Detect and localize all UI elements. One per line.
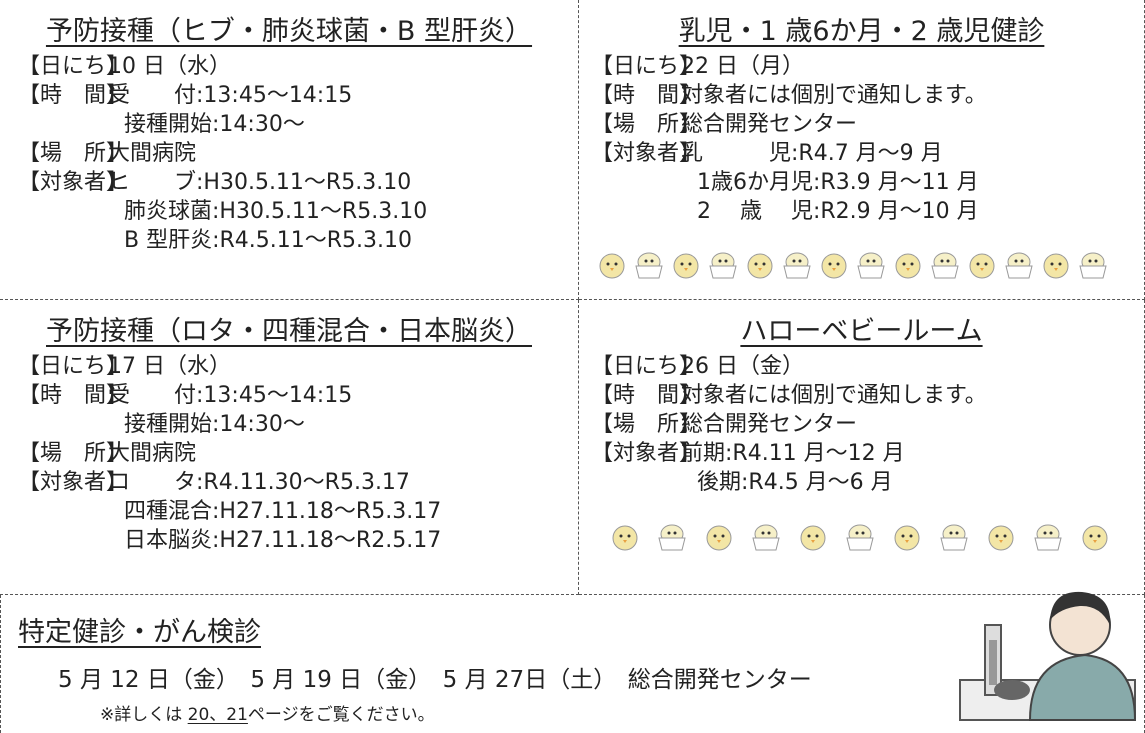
line-label: 【場 所】 [18,441,129,466]
info-line: 【場 所】 総合開発センター [591,410,1144,439]
line-label: 【対象者】 [18,470,129,495]
line-value: 後期:R4.5 月～6 月 [697,470,893,495]
line-value: 大間病院 [108,141,197,166]
section-lines: 【日にち】 26 日（金） 【時 間】 対象者には個別で通知します。 【場 所】 総合開発… [591,352,1144,497]
line-value: 10 日（水） [108,54,231,79]
section-lines: 【日にち】 17 日（水） 【時 間】受 付:13:45～14:15 接種開始:14:… [18,352,578,555]
section-title: 予防接種（ロタ・四種混合・日本脳炎） [46,316,532,347]
info-line: 【対象者】乳 児:R4.7 月～9 月 [591,139,1144,168]
info-line: 肺炎球菌:H30.5.11～R5.3.10 [18,197,578,226]
note-prefix: ※詳しくは [100,705,188,725]
section: ハローベビールーム 【日にち】 26 日（金） 【時 間】 対象者には個別で通知します。… [579,300,1145,595]
info-line: 【対象者】ヒ ブ:H30.5.11～R5.3.10 [18,168,578,197]
info-line: 接種開始:14:30～ [18,110,578,139]
line-value: 2 歳 児:R2.9 月～10 月 [697,199,979,224]
line-value: ヒ ブ:H30.5.11～R5.3.10 [108,170,412,195]
line-label: 【時 間】 [18,383,129,408]
line-value: 対象者には個別で通知します。 [681,383,987,408]
info-line: 【場 所】 総合開発センター [591,110,1144,139]
section-title: 乳児・1 歳6か月・2 歳児健診 [678,16,1045,47]
info-line: 【時 間】受 付:13:45～14:15 [18,381,578,410]
line-value: 大間病院 [108,441,197,466]
section: 乳児・1 歳6か月・2 歳児健診 【日にち】 22 日（月） 【時 間】 対象者には個別… [579,0,1145,300]
line-value: 総合開発センター [681,112,858,137]
line-value: 肺炎球菌:H30.5.11～R5.3.10 [124,199,428,224]
line-label: 【場 所】 [591,112,702,137]
line-value: 接種開始:14:30～ [124,412,305,437]
info-line: 1歳6か月児:R3.9 月～11 月 [591,168,1144,197]
exam-dates: 5 月 12 日（金） 5 月 19 日（金） 5 月 27日（土） 総合開発セ… [58,667,812,693]
line-value: 17 日（水） [108,354,231,379]
info-line: 四種混合:H27.11.18～R5.3.17 [18,497,578,526]
info-line: 【場 所】 大間病院 [18,439,578,468]
line-label: 【日にち】 [18,54,129,79]
line-value: 四種混合:H27.11.18～R5.3.17 [124,499,442,524]
note-suffix: ページをご覧ください。 [247,705,435,725]
info-line: 【時 間】受 付:13:45～14:15 [18,81,578,110]
bottom-title: 特定健診・がん検診 [18,617,261,648]
line-value: 乳 児:R4.7 月～9 月 [681,141,943,166]
line-label: 【時 間】 [591,383,702,408]
info-line: 【対象者】 前期:R4.11 月～12 月 [591,439,1144,468]
info-line: 【時 間】 対象者には個別で通知します。 [591,81,1144,110]
line-value: 日本脳炎:H27.11.18～R2.5.17 [124,528,442,553]
section-lines: 【日にち】 10 日（水） 【時 間】受 付:13:45～14:15 接種開始:14:… [18,52,578,255]
line-label: 【日にち】 [591,354,702,379]
line-value: 受 付:13:45～14:15 [108,83,353,108]
info-line: 日本脳炎:H27.11.18～R2.5.17 [18,526,578,555]
info-line: 【日にち】 22 日（月） [591,52,1144,81]
info-line: B 型肝炎:R4.5.11～R5.3.10 [18,226,578,255]
info-line: 【日にち】 26 日（金） [591,352,1144,381]
info-line: 【日にち】 10 日（水） [18,52,578,81]
line-value: 対象者には個別で通知します。 [681,83,987,108]
info-line: 【時 間】 対象者には個別で通知します。 [591,381,1144,410]
line-value: 総合開発センター [681,412,858,437]
line-label: 【対象者】 [591,141,702,166]
line-label: 【対象者】 [18,170,129,195]
section: 予防接種（ロタ・四種混合・日本脳炎） 【日にち】 17 日（水） 【時 間】受 付:1… [0,300,579,595]
line-label: 【場 所】 [18,141,129,166]
line-value: 接種開始:14:30～ [124,112,305,137]
line-value: B 型肝炎:R4.5.11～R5.3.10 [124,228,413,253]
line-label: 【場 所】 [591,412,702,437]
section: 予防接種（ヒブ・肺炎球菌・B 型肝炎） 【日にち】 10 日（水） 【時 間】受 付:… [0,0,579,300]
line-value: 22 日（月） [681,54,804,79]
line-label: 【時 間】 [591,83,702,108]
section-title: ハローベビールーム [740,316,983,347]
line-value: 前期:R4.11 月～12 月 [681,441,905,466]
info-line: 後期:R4.5 月～6 月 [591,468,1144,497]
line-value: 受 付:13:45～14:15 [108,383,353,408]
section-lines: 【日にち】 22 日（月） 【時 間】 対象者には個別で通知します。 【場 所】 総合開発… [591,52,1144,226]
info-line: 2 歳 児:R2.9 月～10 月 [591,197,1144,226]
note: ※詳しくは 20、21ページをご覧ください。 [100,700,435,725]
line-label: 【対象者】 [591,441,702,466]
section-title: 予防接種（ヒブ・肺炎球菌・B 型肝炎） [45,16,533,47]
line-label: 【日にち】 [591,54,702,79]
line-value: 1歳6か月児:R3.9 月～11 月 [697,170,979,195]
line-value: 26 日（金） [681,354,804,379]
info-line: 【対象者】ロ タ:R4.11.30～R5.3.17 [18,468,578,497]
line-label: 【日にち】 [18,354,129,379]
info-line: 【場 所】 大間病院 [18,139,578,168]
line-label: 【時 間】 [18,83,129,108]
info-line: 【日にち】 17 日（水） [18,352,578,381]
info-line: 接種開始:14:30～ [18,410,578,439]
line-value: ロ タ:R4.11.30～R5.3.17 [108,470,410,495]
note-link[interactable]: 20、21 [187,705,248,725]
